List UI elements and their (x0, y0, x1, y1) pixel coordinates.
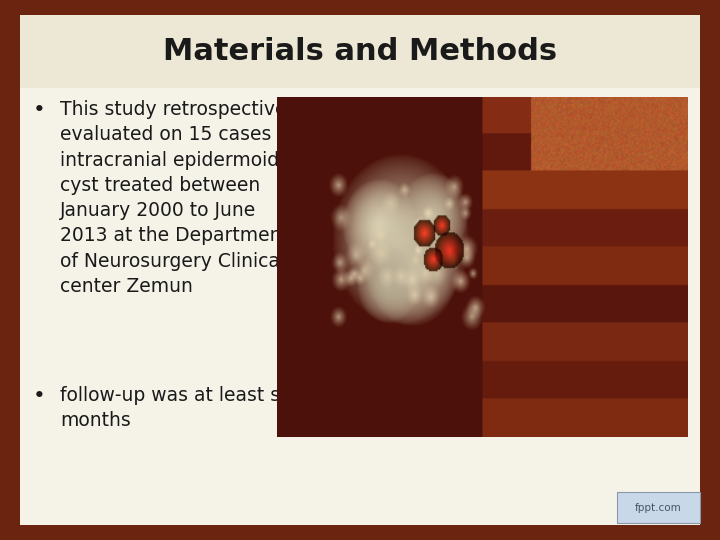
Text: •: • (32, 100, 45, 120)
Text: This study retrospectively
evaluated on 15 cases of
intracranial epidermoid
cyst: This study retrospectively evaluated on … (60, 100, 302, 296)
Text: fppt.com: fppt.com (635, 503, 682, 512)
FancyBboxPatch shape (20, 15, 700, 88)
Text: follow-up was at least six
months: follow-up was at least six months (60, 386, 296, 430)
Text: •: • (32, 386, 45, 406)
Text: Materials and Methods: Materials and Methods (163, 37, 557, 66)
FancyBboxPatch shape (20, 15, 700, 525)
FancyBboxPatch shape (617, 492, 700, 523)
